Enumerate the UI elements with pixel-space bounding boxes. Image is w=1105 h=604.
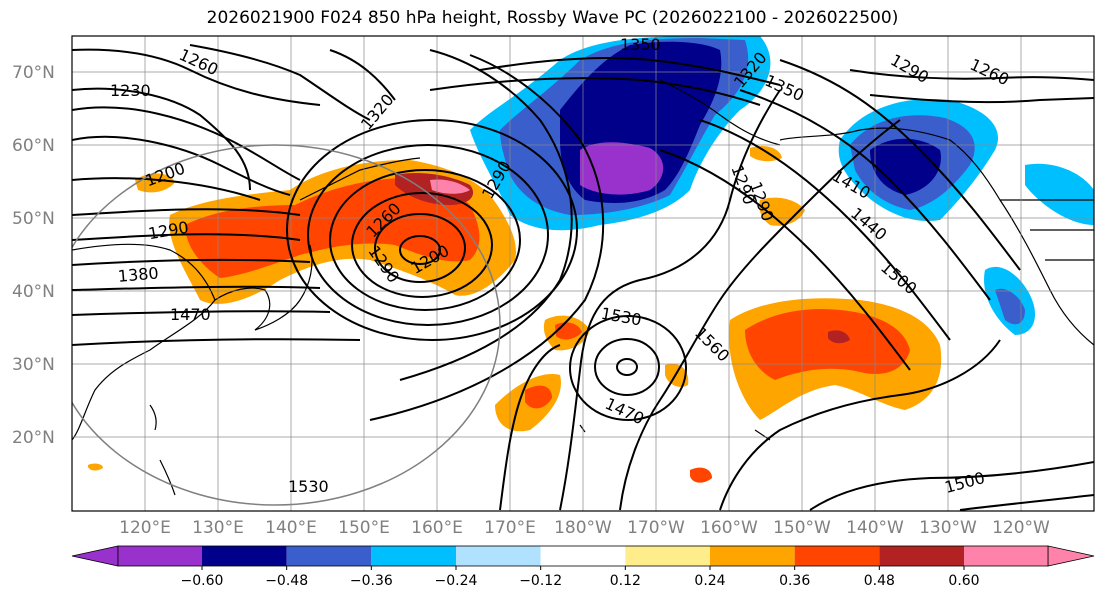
- lon-label: 130°E: [192, 518, 244, 538]
- colorbar-outline: [117, 545, 1049, 567]
- colorbar-swatch: [625, 546, 710, 566]
- map-title: 2026021900 F024 850 hPa height, Rossby W…: [206, 8, 899, 28]
- longitude-labels: 120°E 130°E 140°E 150°E 160°E 170°E 180°…: [119, 518, 1050, 538]
- colorbar-swatch: [964, 546, 1048, 566]
- colorbar-tick-label: 0.36: [779, 573, 810, 589]
- positive-anomaly-subtropical: [88, 146, 942, 483]
- colorbar-tick-label: −0.36: [350, 573, 393, 589]
- lon-label: 150°E: [338, 518, 390, 538]
- latitude-labels: 70°N 60°N 50°N 40°N 30°N 20°N: [12, 63, 55, 448]
- lon-label: 160°E: [411, 518, 463, 538]
- lon-label: 180°W: [554, 518, 612, 538]
- map-frame: [71, 35, 1095, 512]
- lon-label: 120°E: [119, 518, 171, 538]
- lat-label: 20°N: [12, 428, 55, 448]
- colorbar: −0.60 −0.48 −0.36 −0.24 −0.12 0.12 0.24 0.36 0.4…: [71, 545, 1095, 589]
- lat-label: 30°N: [12, 355, 55, 375]
- lon-label: 130°W: [919, 518, 977, 538]
- colorbar-tick-label: −0.60: [181, 573, 224, 589]
- lon-label: 170°E: [484, 518, 536, 538]
- colorbar-swatch: [710, 546, 795, 566]
- colorbar-tick-label: −0.24: [435, 573, 478, 589]
- colorbar-tick-label: 0.60: [948, 573, 979, 589]
- lat-label: 60°N: [12, 136, 55, 156]
- colorbar-swatch: [371, 546, 456, 566]
- contour-label: 1230: [110, 81, 151, 100]
- contour-label: 1350: [620, 35, 661, 54]
- colorbar-tick-label: 0.48: [864, 573, 895, 589]
- negative-anomaly-north-pacific: [470, 36, 771, 231]
- colorbar-extend-high: [1047, 545, 1095, 567]
- lon-label: 150°W: [773, 518, 831, 538]
- colorbar-swatch: [540, 546, 626, 566]
- negative-anomaly-canada: [838, 99, 1094, 335]
- lon-label: 120°W: [992, 518, 1050, 538]
- lat-label: 40°N: [12, 282, 55, 302]
- lon-label: 140°W: [846, 518, 904, 538]
- contour-label: 1470: [170, 305, 211, 324]
- colorbar-tick-label: −0.12: [519, 573, 562, 589]
- colorbar-swatch: [286, 546, 372, 566]
- contour-label: 1530: [288, 477, 329, 496]
- colorbar-tick-label: −0.48: [265, 573, 308, 589]
- lon-label: 140°E: [265, 518, 317, 538]
- lon-label: 170°W: [627, 518, 685, 538]
- lon-label: 160°W: [700, 518, 758, 538]
- colorbar-swatch: [202, 546, 287, 566]
- colorbar-swatch: [879, 546, 964, 566]
- contour-label: 1380: [117, 263, 159, 285]
- lat-label: 50°N: [12, 209, 55, 229]
- colorbar-tick-label: 0.24: [694, 573, 725, 589]
- colorbar-swatch: [456, 546, 541, 566]
- colorbar-extend-low: [71, 545, 119, 567]
- colorbar-tick-label: 0.12: [610, 573, 641, 589]
- height-contours: [72, 44, 1094, 511]
- colorbar-swatch: [794, 546, 880, 566]
- colorbar-swatch: [118, 546, 202, 566]
- lat-label: 70°N: [12, 63, 55, 83]
